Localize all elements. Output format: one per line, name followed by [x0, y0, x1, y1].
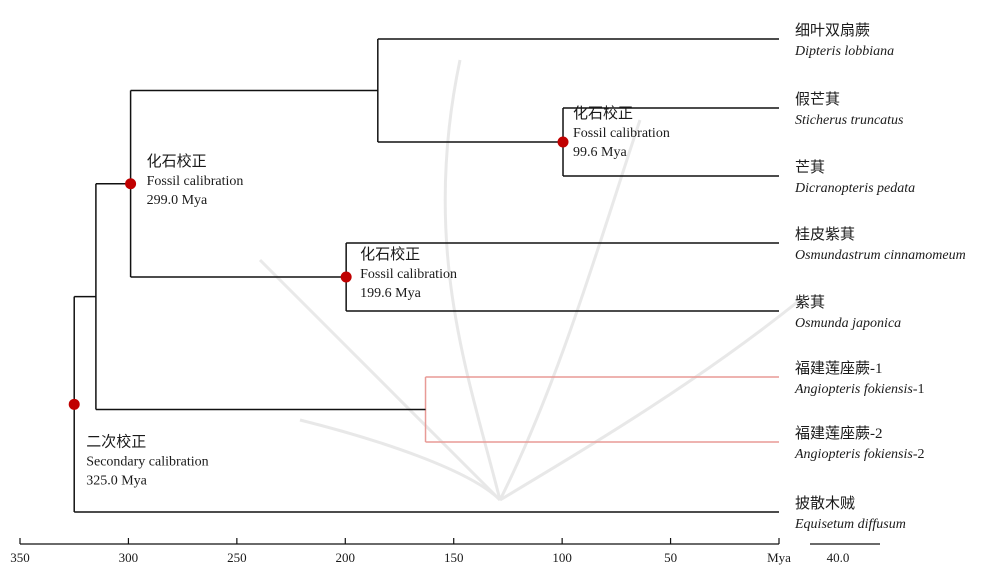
tip-label-sci-name: Angiopteris fokiensis [794, 382, 913, 397]
tip-label-sci-name: Sticherus truncatus [795, 113, 904, 128]
calibration-node-leptosporangiate [125, 178, 137, 190]
tip-label-sci-name: Equisetum diffusum [794, 517, 906, 532]
calibration-node-osmundaceae [340, 271, 352, 283]
tip-label-sci: Osmunda japonica [795, 316, 901, 331]
tree-branches [73, 38, 779, 513]
tip-label-sci-name: Osmunda japonica [795, 316, 901, 331]
tip-label-sci-name: Osmundastrum cinnamomeum [795, 248, 966, 263]
tip-label-sci: Osmundastrum cinnamomeum [795, 248, 966, 263]
calibration-gleicheniaceae-cn: 化石校正 [573, 105, 633, 122]
tip-label-sci: Equisetum diffusum [794, 517, 906, 532]
tip-label-sci: Angiopteris fokiensis-1 [794, 382, 925, 397]
tip-label-cn: 紫萁 [795, 294, 825, 311]
calibration-labels: 化石校正 Fossil calibration 99.6 Mya 化石校正 Fossil… [86, 105, 670, 488]
tip-label-cn: 福建莲座蕨-1 [795, 360, 883, 377]
axis-tick-label: 250 [227, 550, 247, 565]
calibration-leptosporangiate-en: Fossil calibration [147, 174, 244, 189]
fern-watermark [258, 59, 801, 502]
tip-label-sci-name: Angiopteris fokiensis [794, 447, 913, 462]
calibration-osmundaceae-cn: 化石校正 [360, 246, 420, 263]
tip-label-sci: Sticherus truncatus [795, 113, 904, 128]
calibration-gleicheniaceae-age: 99.6 Mya [573, 145, 627, 160]
scale-bar-label: 40.0 [827, 550, 850, 565]
axis-tick-label: 200 [336, 550, 356, 565]
calibration-root-en: Secondary calibration [86, 454, 208, 469]
time-axis: 350 300 250 200 150 100 50 Mya [10, 538, 791, 565]
tip-label-sci: Angiopteris fokiensis-2 [794, 447, 925, 462]
axis-ticks: 350 300 250 200 150 100 50 [10, 538, 780, 565]
axis-tick-label: 350 [10, 550, 30, 565]
axis-tick-label: 50 [664, 550, 677, 565]
axis-tick-label: 150 [444, 550, 464, 565]
scale-bar: 40.0 [810, 543, 880, 565]
tip-labels: 细叶双扇蕨 Dipteris lobbiana 假芒萁 Sticherus trunc… [794, 22, 966, 532]
calibration-leptosporangiate-cn: 化石校正 [147, 153, 207, 170]
calibration-osmundaceae-en: Fossil calibration [360, 267, 457, 282]
calibration-osmundaceae-age: 199.6 Mya [360, 286, 421, 301]
calibration-root-cn: 二次校正 [86, 433, 146, 450]
tip-label-suffix: -1 [913, 382, 925, 397]
calibration-root-age: 325.0 Mya [86, 473, 147, 488]
axis-tick-label: 300 [119, 550, 139, 565]
tip-label-cn: 披散木贼 [795, 495, 855, 512]
tip-label-cn: 芒萁 [795, 159, 825, 176]
calibration-leptosporangiate-age: 299.0 Mya [147, 193, 208, 208]
calibration-node-gleicheniaceae [557, 136, 569, 148]
axis-tick-label: 100 [552, 550, 572, 565]
axis-unit: Mya [767, 550, 791, 565]
tip-label-cn: 假芒萁 [795, 91, 840, 108]
tip-label-sci-name: Dicranopteris pedata [794, 181, 915, 196]
calibration-gleicheniaceae-en: Fossil calibration [573, 126, 670, 141]
tip-label-suffix: -2 [913, 447, 925, 462]
calibration-node-root [68, 398, 80, 410]
tip-label-sci: Dicranopteris pedata [794, 181, 915, 196]
calibration-nodes [68, 136, 569, 410]
tip-label-cn: 桂皮紫萁 [795, 226, 855, 243]
tip-label-sci-name: Dipteris lobbiana [794, 44, 894, 59]
tip-label-sci: Dipteris lobbiana [794, 44, 894, 59]
tip-label-cn: 细叶双扇蕨 [795, 22, 870, 39]
tip-label-cn: 福建莲座蕨-2 [795, 425, 883, 442]
